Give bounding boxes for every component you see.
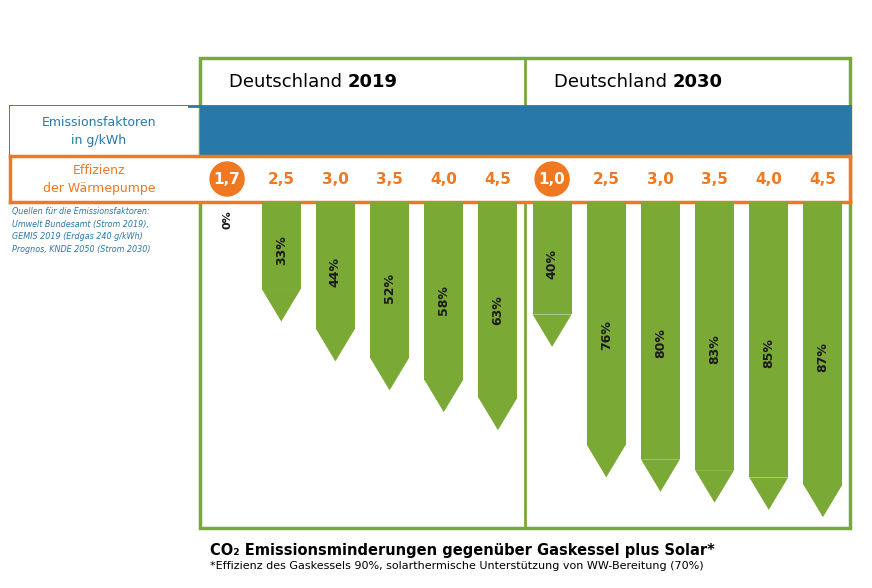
Polygon shape: [803, 485, 842, 517]
Text: 401: 401: [378, 115, 405, 129]
Text: 0%: 0%: [222, 210, 232, 229]
Text: 2019: 2019: [348, 73, 398, 91]
Text: 3,5: 3,5: [376, 172, 403, 186]
Text: 40%: 40%: [546, 249, 559, 279]
Bar: [200, 58, 850, 528]
Text: Deutschland: Deutschland: [554, 73, 672, 91]
Bar: [200, 106, 850, 156]
Text: 2,5: 2,5: [593, 172, 620, 186]
Bar: [587, 202, 626, 445]
Polygon shape: [641, 459, 680, 492]
Circle shape: [210, 162, 244, 196]
Text: Quellen für die Emissionsfaktoren:
Umwelt Bundesamt (Strom 2019),
GEMIS 2019 (Er: Quellen für die Emissionsfaktoren: Umwel…: [12, 207, 151, 253]
Bar: [803, 202, 842, 485]
Bar: [425, 202, 463, 380]
Polygon shape: [316, 329, 355, 362]
Bar: [641, 202, 680, 459]
Bar: [10, 156, 850, 202]
Text: 1,7: 1,7: [214, 172, 241, 186]
Text: Emissionsfaktoren
in g/kWh: Emissionsfaktoren in g/kWh: [42, 115, 156, 146]
Text: CO₂ Emissionsminderungen gegenüber Gaskessel plus Solar*: CO₂ Emissionsminderungen gegenüber Gaske…: [210, 543, 715, 557]
Text: 3,0: 3,0: [647, 172, 674, 186]
Text: 2030: 2030: [672, 73, 723, 91]
Text: Erdgas+Solar:: Erdgas+Solar:: [278, 133, 372, 146]
Text: 63%: 63%: [492, 295, 504, 325]
Bar: [479, 202, 517, 397]
Polygon shape: [479, 397, 517, 430]
Text: 3,5: 3,5: [701, 172, 728, 186]
Polygon shape: [425, 380, 463, 412]
Text: 76%: 76%: [600, 320, 613, 350]
Bar: [316, 202, 355, 329]
Text: Strom:: Strom:: [328, 115, 372, 129]
Text: 215: 215: [378, 133, 405, 146]
Text: 4,0: 4,0: [430, 172, 457, 186]
Polygon shape: [262, 289, 301, 322]
Text: *Effizienz des Gaskessels 90%, solarthermische Unterstützung von WW-Bereitung (7: *Effizienz des Gaskessels 90%, solarther…: [210, 561, 704, 571]
Text: Erdgas+Solar:: Erdgas+Solar:: [603, 133, 698, 146]
Polygon shape: [695, 470, 734, 503]
Text: 52%: 52%: [383, 273, 396, 303]
Polygon shape: [587, 445, 626, 477]
Bar: [533, 202, 571, 315]
Text: 4,5: 4,5: [485, 172, 511, 186]
Circle shape: [535, 162, 569, 196]
Text: 3,0: 3,0: [322, 172, 349, 186]
Text: 44%: 44%: [329, 257, 342, 287]
Text: 33%: 33%: [275, 235, 288, 265]
Text: Deutschland: Deutschland: [228, 73, 348, 91]
Bar: [749, 202, 788, 477]
Text: 1,0: 1,0: [539, 172, 565, 186]
Text: Effizienz
der Wärmepumpe: Effizienz der Wärmepumpe: [43, 163, 155, 195]
Text: 143: 143: [703, 115, 730, 129]
Text: 4,0: 4,0: [755, 172, 782, 186]
Text: 85%: 85%: [762, 339, 775, 369]
Bar: [10, 106, 188, 156]
Bar: [262, 202, 301, 289]
Text: 80%: 80%: [654, 329, 667, 359]
Text: 215: 215: [703, 133, 730, 146]
Polygon shape: [533, 315, 571, 347]
Bar: [695, 202, 734, 470]
Text: 87%: 87%: [816, 343, 829, 372]
Bar: [370, 202, 409, 358]
Text: 4,5: 4,5: [809, 172, 836, 186]
Text: 2,5: 2,5: [268, 172, 295, 186]
Text: 58%: 58%: [437, 285, 450, 315]
Text: 83%: 83%: [708, 335, 721, 365]
Polygon shape: [749, 477, 788, 510]
Text: Strom:: Strom:: [653, 115, 698, 129]
Polygon shape: [370, 358, 409, 390]
